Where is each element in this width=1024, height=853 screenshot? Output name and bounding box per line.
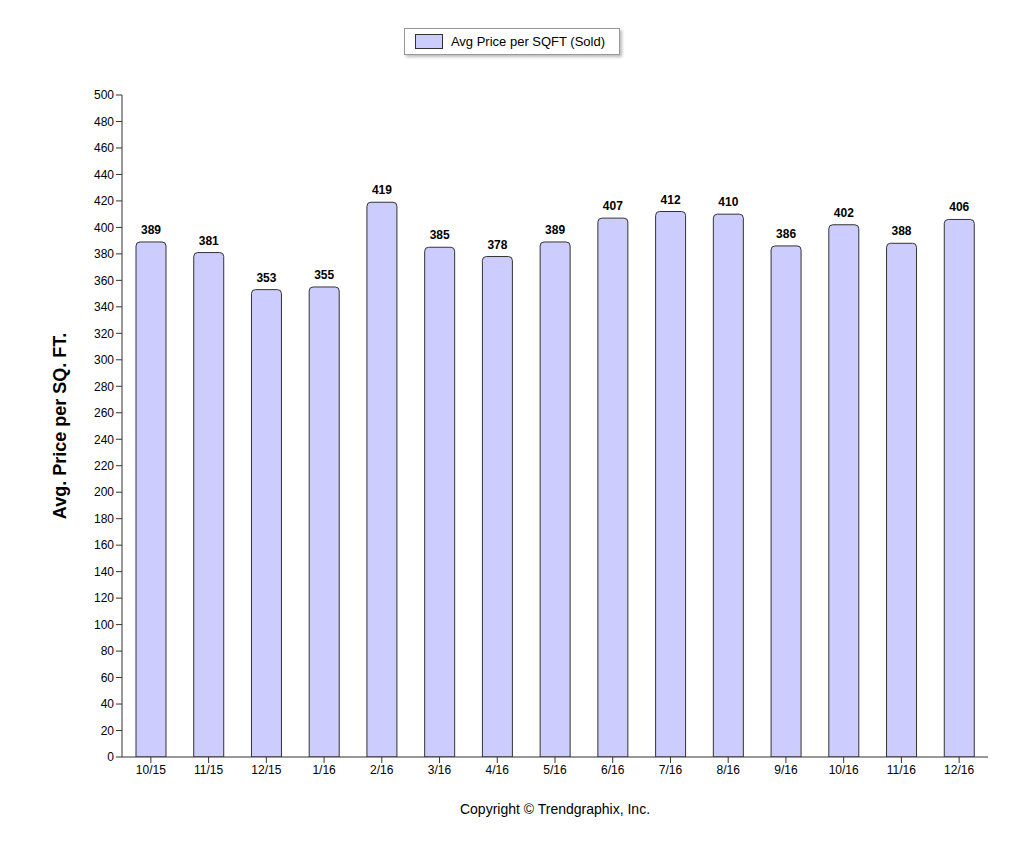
svg-text:11/16: 11/16 [887, 763, 916, 777]
svg-text:6/16: 6/16 [601, 763, 625, 777]
svg-text:389: 389 [545, 223, 565, 237]
svg-text:140: 140 [94, 565, 114, 579]
svg-text:406: 406 [949, 200, 969, 214]
svg-text:320: 320 [94, 327, 114, 341]
svg-text:2/16: 2/16 [370, 763, 394, 777]
svg-text:9/16: 9/16 [774, 763, 798, 777]
svg-text:385: 385 [430, 228, 450, 242]
svg-text:12/16: 12/16 [944, 763, 974, 777]
svg-text:60: 60 [101, 671, 115, 685]
svg-text:180: 180 [94, 512, 114, 526]
svg-text:3/16: 3/16 [428, 763, 452, 777]
svg-text:1/16: 1/16 [312, 763, 336, 777]
svg-text:220: 220 [94, 459, 114, 473]
svg-text:388: 388 [892, 224, 912, 238]
svg-text:380: 380 [94, 247, 114, 261]
svg-text:8/16: 8/16 [717, 763, 741, 777]
svg-text:160: 160 [94, 538, 114, 552]
svg-text:12/15: 12/15 [251, 763, 281, 777]
svg-text:100: 100 [94, 618, 114, 632]
svg-text:355: 355 [314, 268, 334, 282]
svg-text:419: 419 [372, 183, 392, 197]
svg-text:120: 120 [94, 591, 114, 605]
svg-text:389: 389 [141, 223, 161, 237]
svg-text:340: 340 [94, 300, 114, 314]
svg-text:378: 378 [487, 238, 507, 252]
svg-text:500: 500 [94, 88, 114, 102]
svg-text:480: 480 [94, 115, 114, 129]
svg-text:10/15: 10/15 [136, 763, 166, 777]
svg-text:Avg. Price per SQ. FT.: Avg. Price per SQ. FT. [50, 333, 70, 519]
svg-text:360: 360 [94, 274, 114, 288]
svg-text:402: 402 [834, 206, 854, 220]
svg-text:4/16: 4/16 [486, 763, 510, 777]
svg-text:410: 410 [718, 195, 738, 209]
svg-text:240: 240 [94, 433, 114, 447]
svg-text:460: 460 [94, 141, 114, 155]
svg-text:353: 353 [256, 271, 276, 285]
svg-text:40: 40 [101, 697, 115, 711]
svg-text:280: 280 [94, 380, 114, 394]
svg-text:300: 300 [94, 353, 114, 367]
svg-text:440: 440 [94, 168, 114, 182]
html-text:Avg Price per SQFT (Sold): Avg Price per SQFT (Sold) [450, 34, 606, 49]
svg-text:200: 200 [94, 485, 114, 499]
svg-text:5/16: 5/16 [543, 763, 567, 777]
svg-text:20: 20 [101, 724, 115, 738]
svg-text:80: 80 [101, 644, 115, 658]
svg-text:386: 386 [776, 227, 796, 241]
svg-text:400: 400 [94, 221, 114, 235]
svg-text:381: 381 [199, 234, 219, 248]
svg-text:11/15: 11/15 [194, 763, 223, 777]
svg-text:260: 260 [94, 406, 114, 420]
svg-text:0: 0 [107, 750, 114, 764]
svg-text:407: 407 [603, 199, 623, 213]
svg-text:7/16: 7/16 [659, 763, 683, 777]
svg-text:420: 420 [94, 194, 114, 208]
svg-text:10/16: 10/16 [829, 763, 859, 777]
svg-text:412: 412 [661, 193, 681, 207]
html-text:Copyright © Trendgraphix, Inc.: Copyright © Trendgraphix, Inc. [460, 801, 650, 817]
